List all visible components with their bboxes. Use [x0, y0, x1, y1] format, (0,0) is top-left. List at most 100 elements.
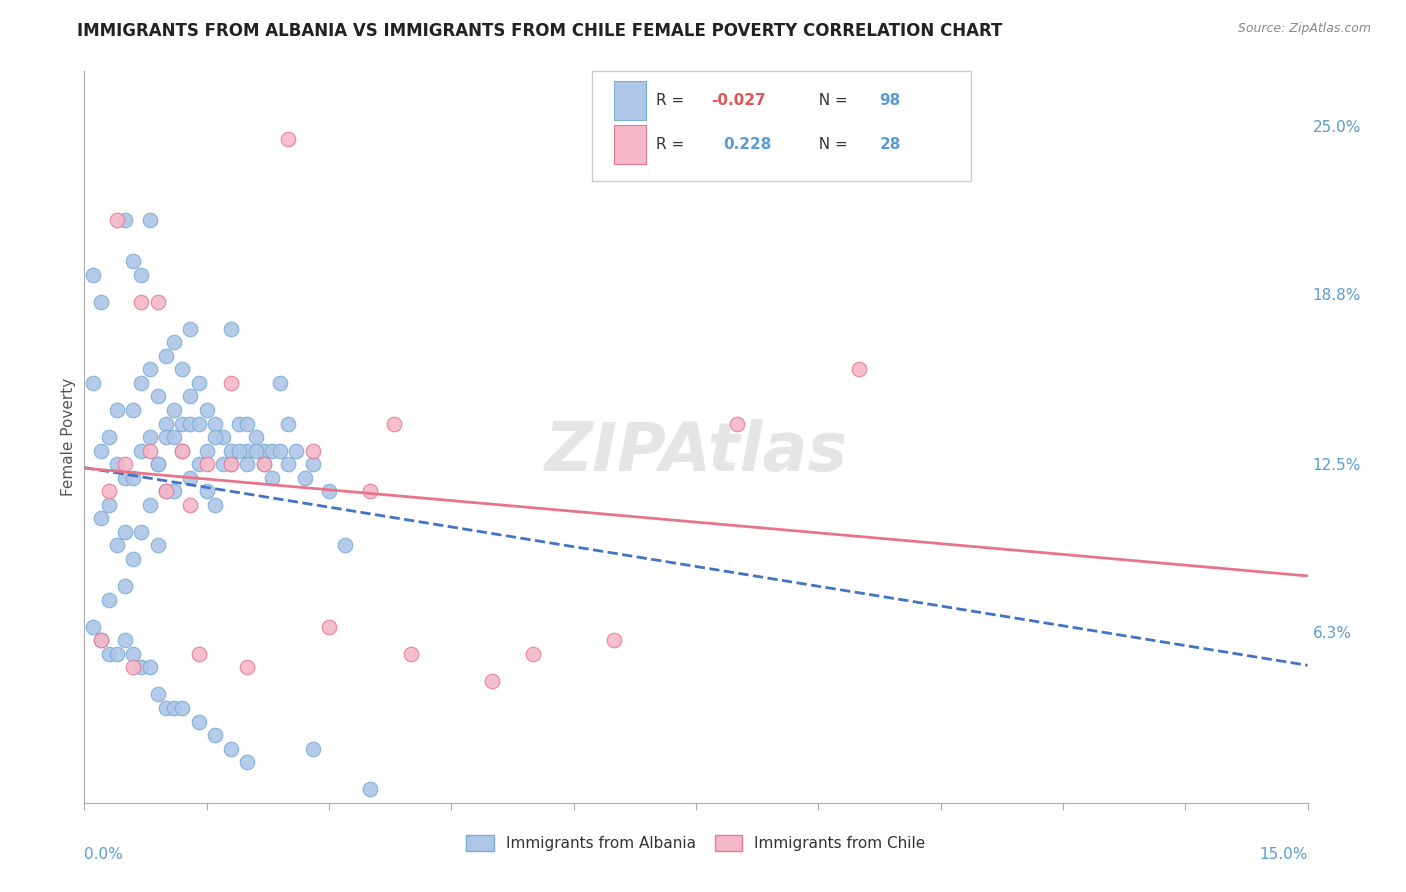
Point [105, 647, 128, 661]
Point [204, 728, 226, 742]
Point [90, 633, 112, 648]
Point [131, 294, 153, 309]
Point [82, 376, 104, 390]
Point [212, 457, 235, 471]
Point [219, 443, 242, 458]
Point [138, 213, 160, 227]
Point [114, 471, 136, 485]
Point [138, 660, 160, 674]
FancyBboxPatch shape [614, 125, 645, 164]
Point [122, 647, 145, 661]
Point [146, 688, 169, 702]
Point [219, 741, 242, 756]
Point [228, 417, 250, 431]
Point [146, 457, 169, 471]
Point [219, 457, 242, 471]
Text: 0.228: 0.228 [723, 137, 772, 152]
Point [131, 524, 153, 539]
FancyBboxPatch shape [592, 71, 972, 181]
Point [97, 430, 120, 444]
Point [253, 457, 276, 471]
Point [146, 457, 169, 471]
Point [163, 484, 186, 499]
Point [90, 294, 112, 309]
Point [146, 538, 169, 552]
Point [131, 376, 153, 390]
Text: 0.0%: 0.0% [84, 847, 124, 862]
Point [138, 362, 160, 376]
Point [138, 443, 160, 458]
Point [195, 484, 218, 499]
Point [236, 660, 259, 674]
Point [155, 484, 177, 499]
Point [122, 471, 145, 485]
Text: N =: N = [808, 93, 852, 108]
Point [155, 701, 177, 715]
Point [163, 335, 186, 350]
Point [277, 417, 299, 431]
Text: Source: ZipAtlas.com: Source: ZipAtlas.com [1237, 22, 1371, 36]
Point [131, 660, 153, 674]
Point [172, 417, 194, 431]
Point [179, 322, 201, 336]
Point [82, 620, 104, 634]
Text: 15.0%: 15.0% [1260, 847, 1308, 862]
Point [105, 538, 128, 552]
Point [179, 498, 201, 512]
Point [155, 430, 177, 444]
Point [294, 471, 316, 485]
Point [195, 403, 218, 417]
Point [187, 714, 209, 729]
Point [187, 457, 209, 471]
Point [187, 376, 209, 390]
Text: R =: R = [655, 93, 689, 108]
Point [399, 647, 422, 661]
Point [179, 417, 201, 431]
Point [146, 294, 169, 309]
Point [97, 647, 120, 661]
Point [146, 389, 169, 403]
Point [236, 457, 259, 471]
Point [172, 362, 194, 376]
Point [138, 430, 160, 444]
Text: 28: 28 [880, 137, 901, 152]
Point [97, 592, 120, 607]
Point [269, 443, 291, 458]
Point [155, 484, 177, 499]
Point [318, 484, 340, 499]
Point [105, 213, 128, 227]
Point [179, 471, 201, 485]
Point [90, 511, 112, 525]
Point [97, 484, 120, 499]
Point [848, 362, 870, 376]
Text: -0.027: -0.027 [710, 93, 765, 108]
Point [236, 443, 259, 458]
Point [522, 647, 544, 661]
Point [260, 471, 283, 485]
Point [359, 782, 381, 797]
Point [253, 457, 276, 471]
Point [603, 633, 626, 648]
Point [195, 457, 218, 471]
Point [204, 430, 226, 444]
Point [155, 417, 177, 431]
Text: IMMIGRANTS FROM ALBANIA VS IMMIGRANTS FROM CHILE FEMALE POVERTY CORRELATION CHAR: IMMIGRANTS FROM ALBANIA VS IMMIGRANTS FR… [77, 22, 1002, 40]
Point [131, 268, 153, 282]
Point [253, 443, 276, 458]
Point [138, 498, 160, 512]
Point [228, 443, 250, 458]
FancyBboxPatch shape [614, 81, 645, 120]
Point [114, 213, 136, 227]
Point [172, 443, 194, 458]
Point [172, 443, 194, 458]
Point [163, 701, 186, 715]
Point [122, 403, 145, 417]
Point [236, 417, 259, 431]
Point [335, 538, 357, 552]
Point [155, 349, 177, 363]
Point [260, 443, 283, 458]
Point [481, 673, 503, 688]
Point [114, 457, 136, 471]
Text: ZIPAtlas: ZIPAtlas [544, 418, 848, 484]
Point [382, 417, 405, 431]
